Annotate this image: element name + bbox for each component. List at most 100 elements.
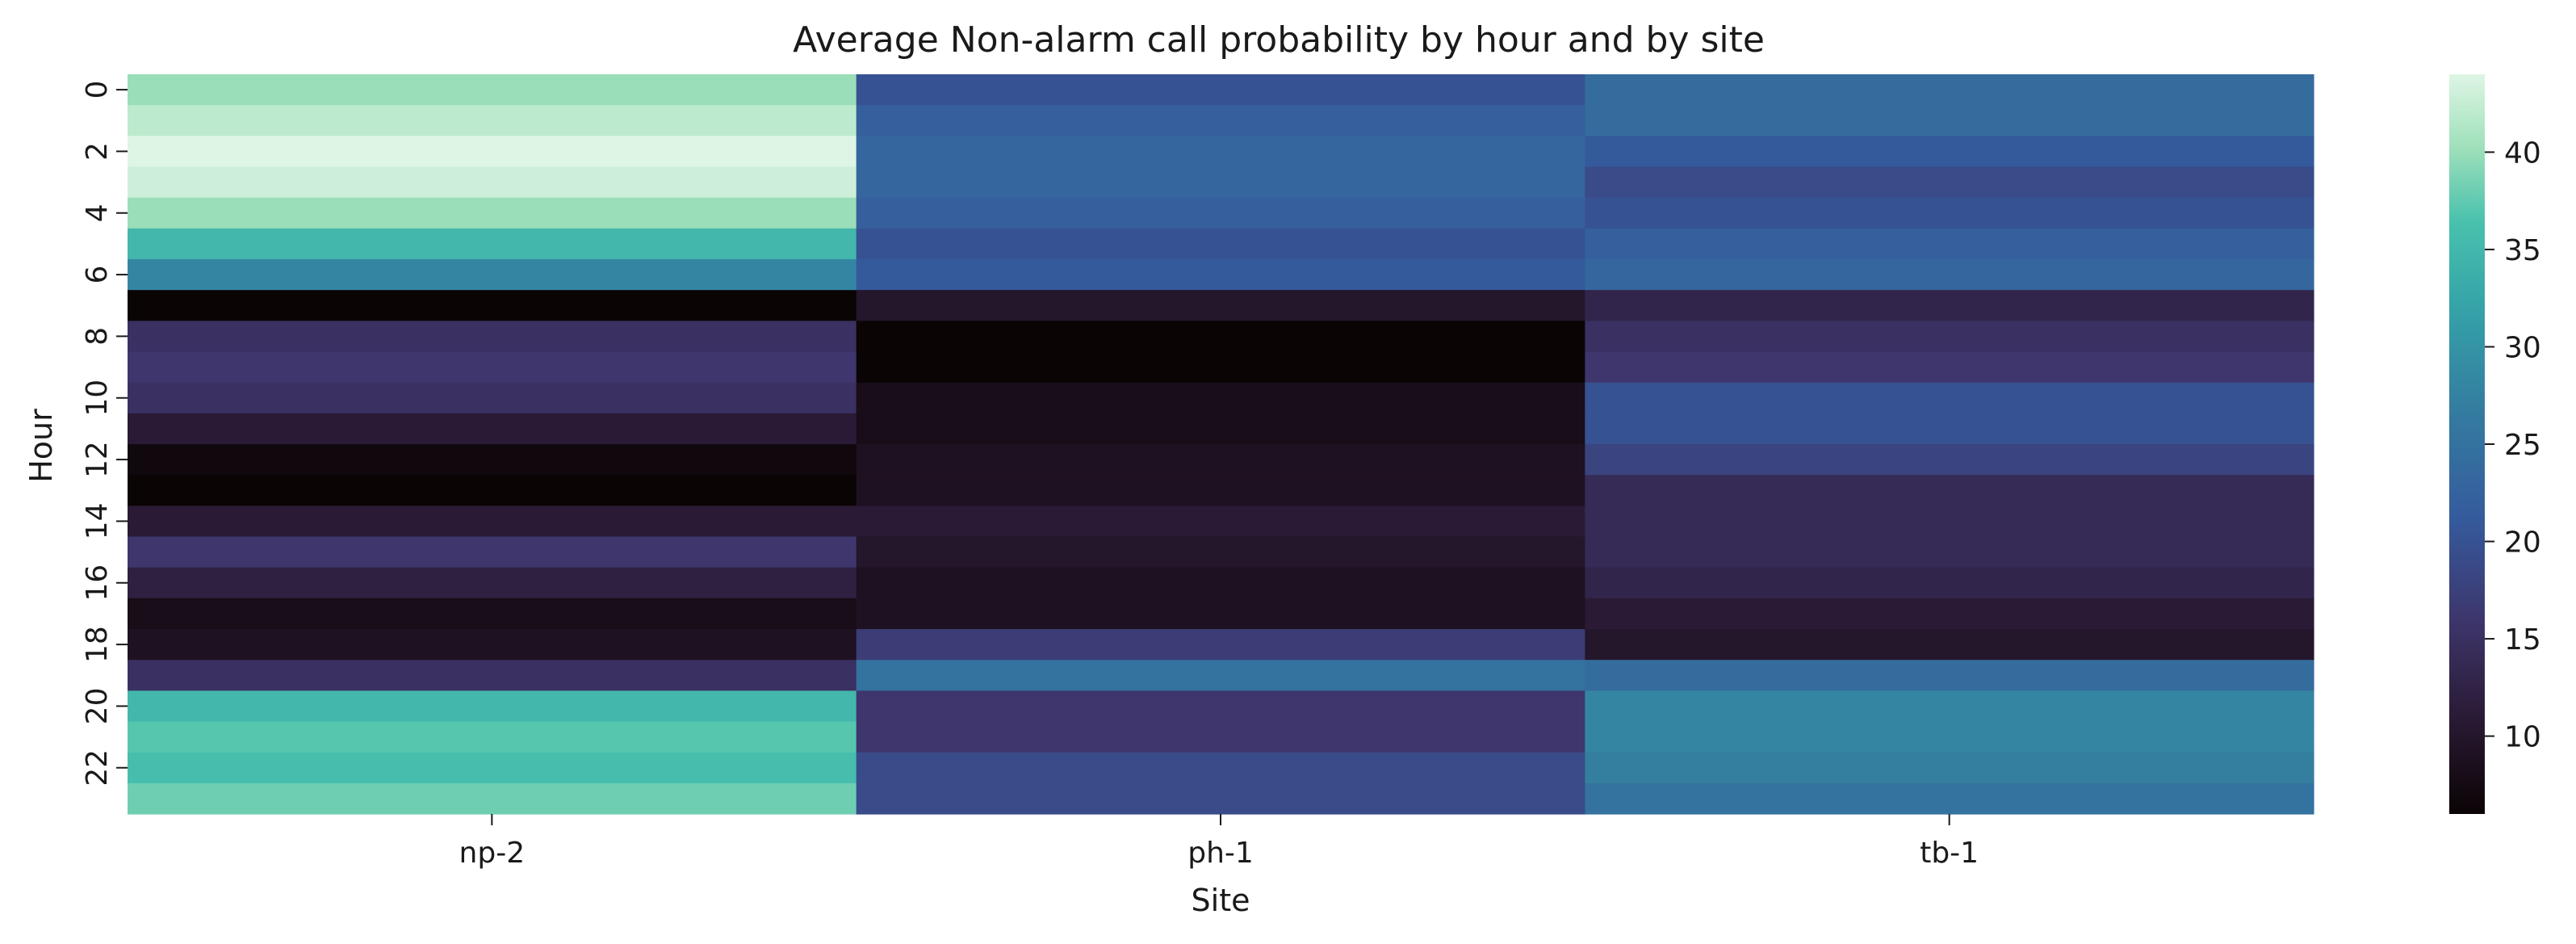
heatmap-cell [856,598,1585,630]
heatmap-cells [128,74,2314,815]
heatmap-cell [856,166,1585,199]
y-tick-label: 12 [81,441,114,478]
heatmap-cell [1585,321,2314,353]
heatmap-cell [1585,506,2314,538]
heatmap-cell [1585,351,2314,384]
heatmap-cell [1585,259,2314,291]
heatmap-cell [856,506,1585,538]
x-tick-label: ph-1 [1187,837,1254,870]
colorbar-tick-label: 30 [2504,331,2541,364]
y-axis: 0 2 4 6 8 10 12 14 16 18 20 22 [81,81,128,787]
heatmap-cell [128,475,857,506]
colorbar-tick-label: 35 [2504,234,2541,267]
colorbar-tick-label: 15 [2504,623,2541,657]
heatmap-cell [128,413,857,445]
heatmap-cell [1585,105,2314,136]
heatmap-cell [856,475,1585,506]
heatmap-cell [128,721,857,753]
heatmap-cell [128,74,857,106]
y-tick-label: 2 [81,142,114,161]
heatmap-cell [128,105,857,136]
y-tick-label: 8 [81,327,114,346]
heatmap-cell [856,782,1585,815]
heatmap-cell [1585,752,2314,784]
colorbar-tick-label: 10 [2504,721,2541,754]
heatmap-cell [128,228,857,260]
heatmap-cell [128,166,857,199]
heatmap-cell [856,752,1585,784]
heatmap-cell [856,629,1585,661]
heatmap-cell [856,567,1585,599]
heatmap-cell [128,567,857,599]
heatmap-cell [856,321,1585,353]
heatmap-cell [128,752,857,784]
heatmap-cell [1585,444,2314,476]
colorbar-tick-label: 25 [2504,429,2541,462]
y-tick-label: 14 [81,503,114,540]
heatmap-cell [128,197,857,229]
heatmap-cell [1585,782,2314,815]
heatmap-cell [856,721,1585,753]
colorbar-gradient [2449,74,2485,814]
x-axis-label: Site [1192,883,1250,918]
heatmap-cell [128,136,857,168]
heatmap-cell [856,413,1585,445]
heatmap-cell [128,782,857,815]
heatmap-cell [1585,629,2314,661]
y-tick-label: 18 [81,626,114,663]
heatmap-cell [856,259,1585,291]
heatmap-cell [1585,290,2314,321]
heatmap-cell [1585,166,2314,199]
colorbar: 10 15 20 25 30 35 40 [2449,74,2541,814]
heatmap-cell [1585,660,2314,691]
heatmap-cell [128,506,857,538]
heatmap-cell [1585,74,2314,106]
heatmap-cell [856,197,1585,229]
y-tick-label: 22 [81,749,114,787]
heatmap-cell [1585,598,2314,630]
heatmap-cell [128,259,857,291]
heatmap-cell [856,351,1585,384]
heatmap-cell [1585,690,2314,723]
heatmap-cell [128,321,857,353]
heatmap-cell [856,690,1585,723]
heatmap-cell [1585,567,2314,599]
heatmap-cell [1585,136,2314,168]
heatmap-cell [128,690,857,723]
heatmap-cell [128,382,857,414]
y-tick-label: 10 [81,380,114,417]
x-axis: np-2 ph-1 tb-1 [459,814,1979,870]
heatmap-cell [856,382,1585,414]
heatmap-cell [856,74,1585,106]
heatmap-cell [128,598,857,630]
heatmap-cell [856,444,1585,476]
heatmap-cell [1585,197,2314,229]
heatmap-cell [1585,382,2314,414]
heatmap-cell [1585,721,2314,753]
heatmap-cell [856,105,1585,136]
heatmap-cell [128,444,857,476]
y-tick-label: 20 [81,688,114,725]
colorbar-tick-label: 20 [2504,527,2541,560]
heatmap-cell [1585,536,2314,568]
y-tick-label: 6 [81,266,114,284]
y-axis-label: Hour [23,409,59,483]
heatmap-cell [128,290,857,321]
heatmap-cell [1585,228,2314,260]
heatmap-cell [856,228,1585,260]
colorbar-tick-label: 40 [2504,136,2541,170]
heatmap-cell [856,136,1585,168]
heatmap-cell [128,629,857,661]
x-tick-label: tb-1 [1920,837,1979,870]
x-tick-label: np-2 [459,837,526,870]
y-tick-label: 16 [81,564,114,602]
heatmap-cell [128,351,857,384]
heatmap-cell [128,660,857,691]
heatmap-cell [128,536,857,568]
heatmap-cell [1585,413,2314,445]
heatmap-cell [856,660,1585,691]
heatmap-cell [856,290,1585,321]
chart-title: Average Non-alarm call probability by ho… [793,19,1765,61]
heatmap-cell [856,536,1585,568]
